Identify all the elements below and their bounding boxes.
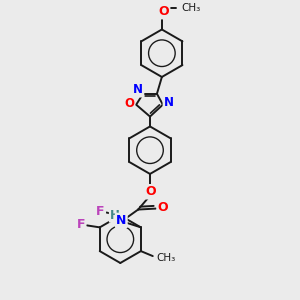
Text: N: N — [116, 214, 127, 227]
Text: O: O — [124, 97, 134, 110]
Text: CH₃: CH₃ — [157, 253, 176, 263]
Text: O: O — [146, 185, 156, 198]
Text: N: N — [164, 96, 174, 109]
Text: N: N — [133, 83, 143, 96]
Text: F: F — [96, 205, 105, 218]
Text: H: H — [110, 209, 119, 222]
Text: F: F — [77, 218, 85, 231]
Text: O: O — [158, 5, 169, 18]
Text: O: O — [158, 201, 168, 214]
Text: CH₃: CH₃ — [182, 3, 201, 13]
